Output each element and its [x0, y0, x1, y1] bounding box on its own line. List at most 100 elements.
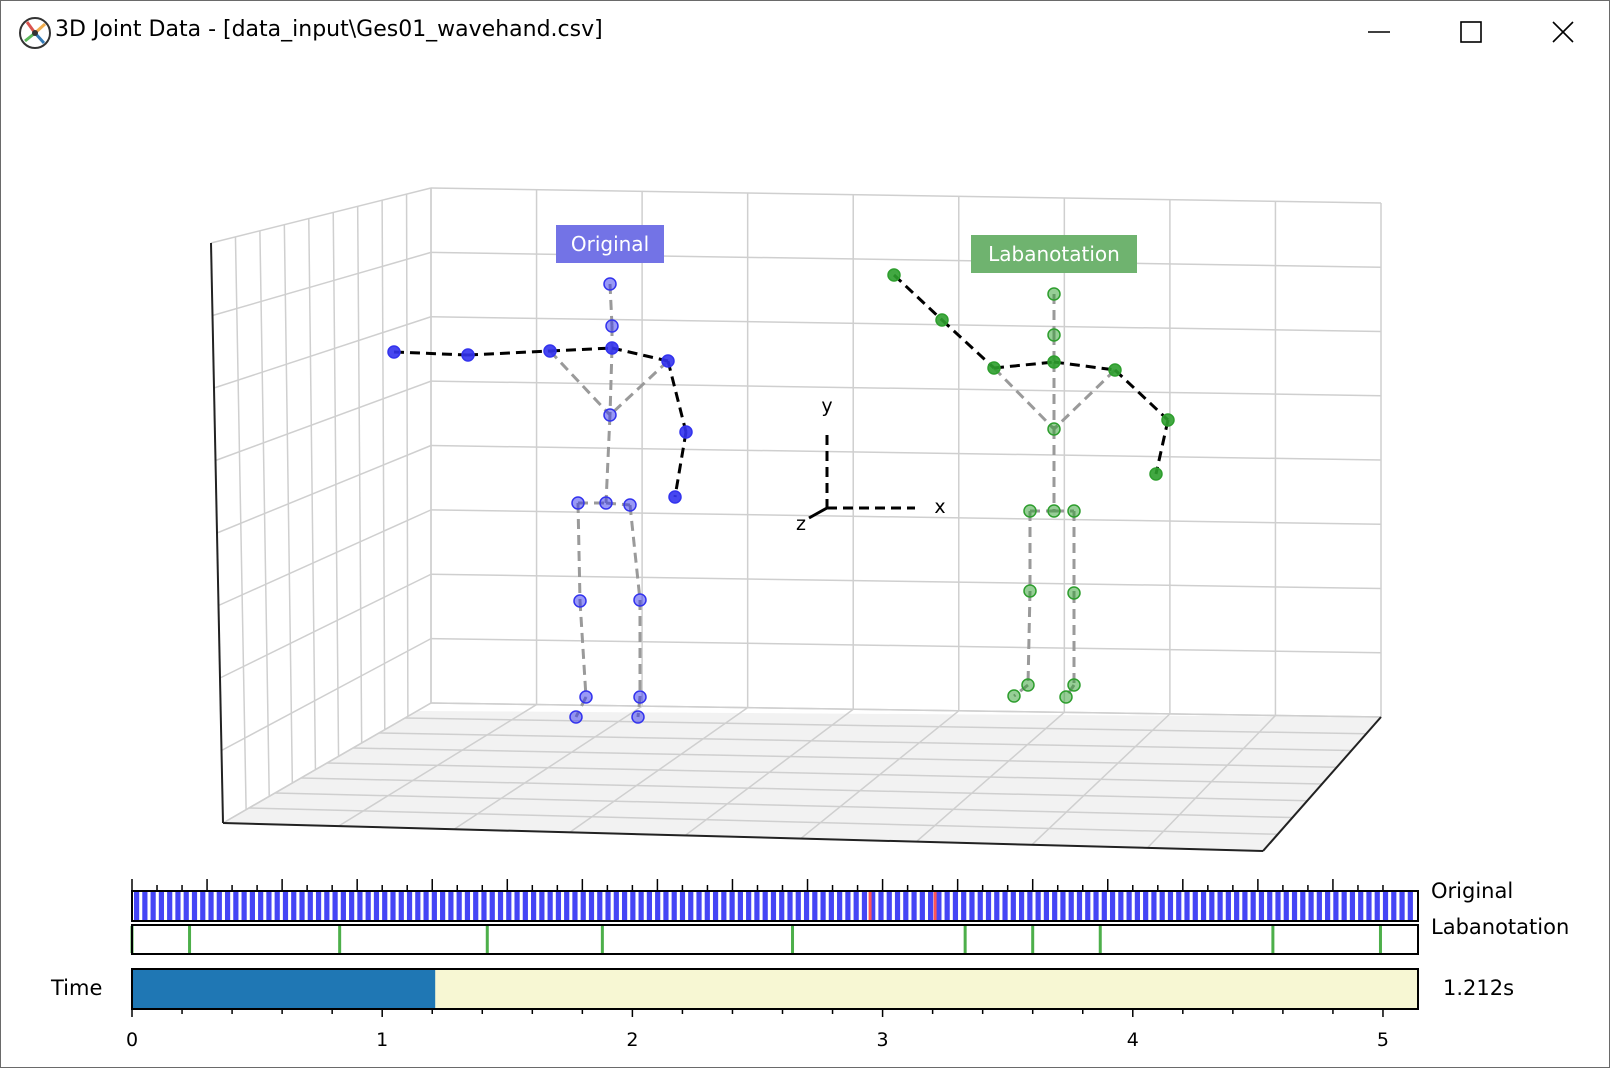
timeline-original-label: Original	[1431, 879, 1514, 903]
frame-marker	[315, 892, 322, 920]
frame-marker	[655, 892, 661, 920]
frame-marker	[1242, 892, 1248, 920]
frame-marker	[820, 892, 826, 920]
arm-bone	[892, 273, 944, 322]
joint-marker	[579, 690, 593, 704]
timeline-labanotation-label: Labanotation	[1431, 915, 1570, 939]
highlight-frame-marker	[933, 892, 937, 920]
grid-line	[221, 637, 432, 752]
grid-line	[248, 807, 1278, 835]
frame-marker	[803, 892, 810, 920]
original-skeleton	[387, 277, 693, 724]
frame-marker	[737, 892, 743, 920]
window-title: 3D Joint Data - [data_input\Ges01_waveha…	[55, 17, 603, 42]
close-button[interactable]	[1517, 1, 1609, 63]
joint-marker	[1067, 504, 1081, 518]
grid-line	[234, 236, 247, 810]
minimize-button[interactable]	[1333, 1, 1425, 63]
frame-marker	[340, 892, 346, 920]
joint-marker	[887, 268, 901, 282]
bone	[604, 414, 612, 504]
frame-marker	[588, 892, 595, 920]
frame-marker	[431, 892, 437, 920]
frame-marker	[1076, 892, 1083, 920]
frame-marker	[531, 892, 537, 920]
arm-bone	[666, 360, 688, 433]
keyframe-marker	[485, 926, 489, 953]
arm-bone	[993, 360, 1055, 370]
frame-marker	[746, 892, 752, 920]
frame-marker	[547, 892, 553, 920]
original-label-box	[556, 225, 664, 263]
time-value: 1.212s	[1443, 976, 1515, 1000]
close-icon	[1552, 21, 1574, 43]
frame-marker	[1060, 892, 1066, 920]
keyframe-marker	[188, 926, 192, 953]
frame-marker	[398, 892, 404, 920]
joint-marker	[599, 496, 613, 510]
frame-marker	[903, 892, 909, 920]
frame-marker	[208, 892, 214, 920]
grid-line	[356, 206, 363, 744]
joint-marker	[633, 690, 647, 704]
keyframe-marker	[338, 926, 342, 953]
frame-marker	[1010, 892, 1016, 920]
grid-line	[308, 218, 317, 770]
frame-marker	[555, 892, 562, 920]
frame-marker	[1358, 892, 1364, 920]
original-frame-strip[interactable]	[132, 892, 1418, 920]
frame-marker	[1258, 892, 1265, 920]
frame-marker	[721, 892, 727, 920]
frame-marker	[481, 892, 487, 920]
grid-lines	[210, 187, 1382, 852]
arm-bone	[673, 431, 688, 498]
joint-marker	[1149, 467, 1163, 481]
bone	[628, 504, 642, 601]
title-bar[interactable]: 3D Joint Data - [data_input\Ges01_waveha…	[1, 1, 1609, 63]
frame-marker	[307, 892, 313, 920]
time-bar-progress[interactable]	[132, 969, 436, 1009]
joint-marker	[1067, 678, 1081, 692]
frame-marker	[1184, 892, 1190, 920]
grid-line	[430, 573, 1382, 590]
grid-line	[283, 224, 294, 784]
frame-marker	[787, 892, 793, 920]
bone	[992, 366, 1056, 431]
frame-marker	[1159, 892, 1165, 920]
frame-marker	[134, 892, 140, 920]
labanotation-keyframe-strip[interactable]	[130, 926, 1419, 953]
frame-marker	[1192, 892, 1198, 920]
frame-marker	[1291, 892, 1298, 920]
frame-marker	[1333, 892, 1339, 920]
frame-marker	[514, 892, 520, 920]
original-label-text: Original	[571, 232, 649, 256]
axis-indicator: y x z	[796, 395, 946, 535]
joint-marker	[1108, 363, 1122, 377]
frame-marker	[679, 892, 686, 920]
frame-marker	[1308, 892, 1314, 920]
frame-marker	[688, 892, 694, 920]
frame-marker	[961, 892, 967, 920]
time-tick-label: 0	[126, 1029, 138, 1051]
highlight-frame-marker	[868, 892, 872, 920]
frame-marker	[853, 892, 859, 920]
frame-marker	[224, 892, 231, 920]
frame-marker	[1366, 892, 1372, 920]
frame-marker	[1176, 892, 1182, 920]
frame-marker	[936, 892, 942, 920]
maximize-button[interactable]	[1425, 1, 1517, 63]
grid-line	[300, 777, 1308, 802]
plot-canvas[interactable]: Original Labanotation y x z 0 1 2	[1, 63, 1609, 1067]
frame-marker	[1341, 892, 1347, 920]
joint-marker	[603, 408, 617, 422]
joint-marker	[1047, 504, 1061, 518]
frame-marker	[1217, 892, 1223, 920]
joint-marker	[668, 490, 682, 504]
maximize-icon	[1460, 21, 1482, 43]
axis-label-z: z	[796, 513, 806, 535]
joint-marker	[1059, 690, 1073, 704]
frame-marker	[150, 892, 156, 920]
grid-line	[381, 200, 386, 730]
frame-marker	[1035, 892, 1041, 920]
